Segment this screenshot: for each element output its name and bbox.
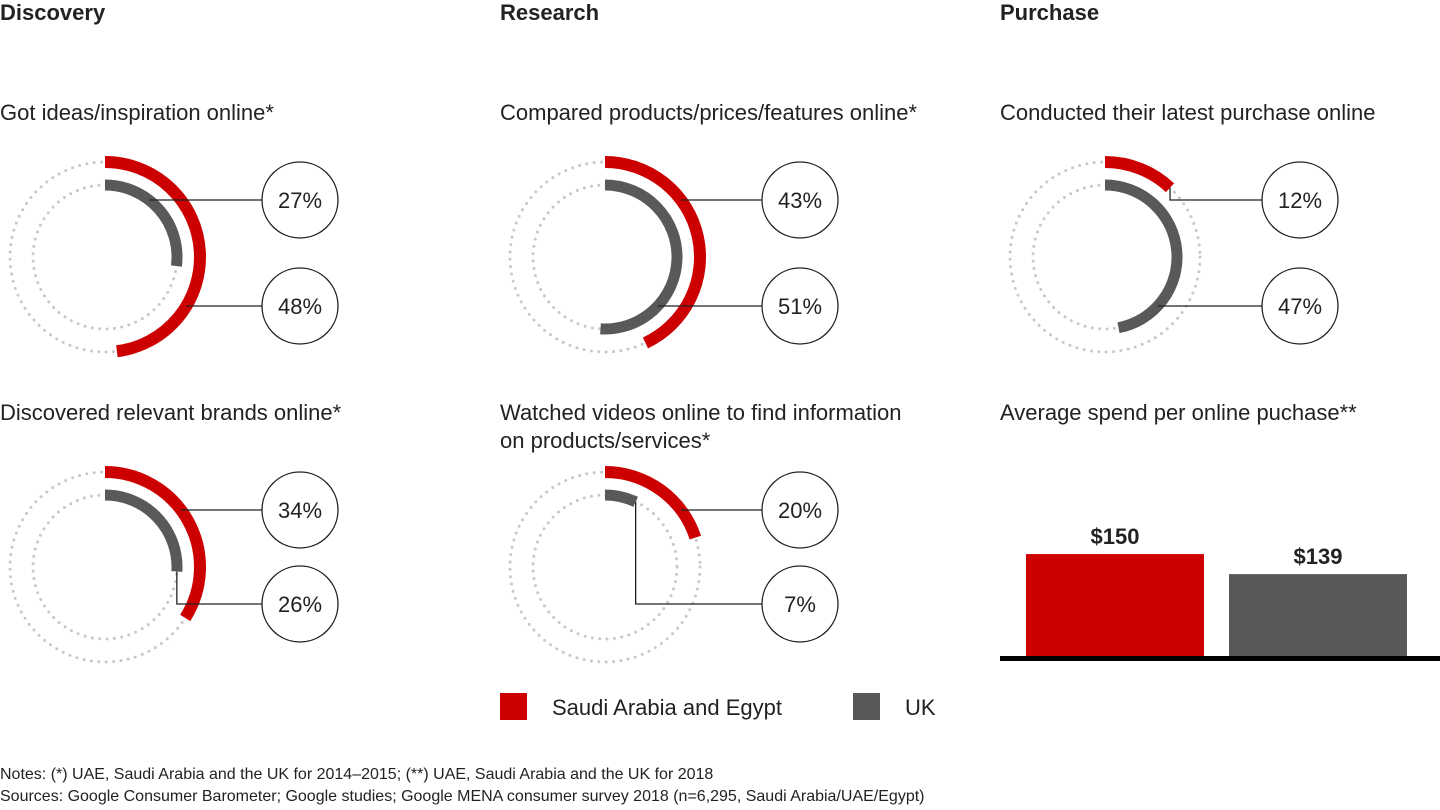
- arc-uk: [104, 179, 183, 267]
- value-label: 43%: [778, 188, 822, 213]
- legend-swatch-uk: [853, 693, 880, 720]
- value-badge: [261, 565, 339, 643]
- sources-text: Sources: Google Consumer Barometer; Goog…: [0, 788, 925, 805]
- value-label: 34%: [278, 498, 322, 523]
- track-ring: [1008, 160, 1202, 354]
- bar: [1026, 554, 1204, 656]
- bar-data-label: $139: [1294, 544, 1343, 569]
- value-badge: [1261, 267, 1339, 345]
- value-label: 20%: [778, 498, 822, 523]
- value-badge: [761, 471, 839, 549]
- arc-uk: [600, 179, 683, 335]
- leader-line: [176, 571, 262, 605]
- arc-uk: [104, 489, 183, 572]
- value-badge: [1261, 161, 1339, 239]
- value-badge: [261, 161, 339, 239]
- chart-title-videos-line2: on products/services*: [500, 428, 711, 453]
- header-purchase: Purchase: [1000, 0, 1100, 25]
- arc-saudi-egypt: [604, 156, 706, 349]
- arc-saudi-egypt: [604, 466, 702, 540]
- value-label: 26%: [278, 592, 322, 617]
- donut-chart-3: 20% 7%: [508, 466, 839, 664]
- value-label: 7%: [784, 592, 816, 617]
- donut-chart-4: 12% 47%: [1008, 156, 1339, 354]
- donut-chart-1: 34% 26%: [8, 466, 339, 664]
- value-label: 27%: [278, 188, 322, 213]
- value-badge: [261, 471, 339, 549]
- bar-data-label: $150: [1091, 524, 1140, 549]
- legend-label-saudi-egypt: Saudi Arabia and Egypt: [552, 695, 782, 720]
- donut-chart-0: 27% 48%: [8, 156, 339, 358]
- chart-title-spend: Average spend per online puchase**: [1000, 400, 1357, 425]
- arc-saudi-egypt: [104, 466, 206, 622]
- leader-line: [635, 501, 762, 605]
- track-ring: [508, 470, 702, 664]
- bar-chart: $150 $139: [1000, 524, 1440, 661]
- value-badge: [261, 267, 339, 345]
- arc-saudi-egypt: [1104, 156, 1175, 193]
- header-research: Research: [500, 0, 600, 25]
- notes-text: Notes: (*) UAE, Saudi Arabia and the UK …: [0, 766, 714, 783]
- value-label: 12%: [1278, 188, 1322, 213]
- arc-uk: [604, 489, 638, 507]
- chart-title-brands: Discovered relevant brands online*: [0, 400, 342, 425]
- track-ring: [531, 493, 679, 641]
- value-badge: [761, 565, 839, 643]
- chart-title-ideas: Got ideas/inspiration online*: [0, 100, 274, 125]
- leader-line: [1169, 187, 1262, 201]
- value-label: 48%: [278, 294, 322, 319]
- chart-title-videos: Watched videos online to find informatio…: [500, 399, 902, 455]
- arc-saudi-egypt: [104, 156, 206, 358]
- legend-swatch-saudi-egypt: [500, 693, 527, 720]
- arc-uk: [1104, 179, 1183, 334]
- value-badge: [761, 161, 839, 239]
- bar-baseline: [1000, 656, 1440, 661]
- legend-label-uk: UK: [905, 695, 936, 720]
- header-discovery: Discovery: [0, 0, 106, 25]
- donut-chart-2: 43% 51%: [508, 156, 839, 354]
- value-badge: [761, 267, 839, 345]
- bar: [1229, 574, 1407, 656]
- chart-title-purchase: Conducted their latest purchase online: [1000, 100, 1376, 125]
- chart-title-compared: Compared products/prices/features online…: [500, 100, 918, 125]
- value-label: 47%: [1278, 294, 1322, 319]
- chart-title-videos-line1: Watched videos online to find informatio…: [500, 400, 902, 425]
- value-label: 51%: [778, 294, 822, 319]
